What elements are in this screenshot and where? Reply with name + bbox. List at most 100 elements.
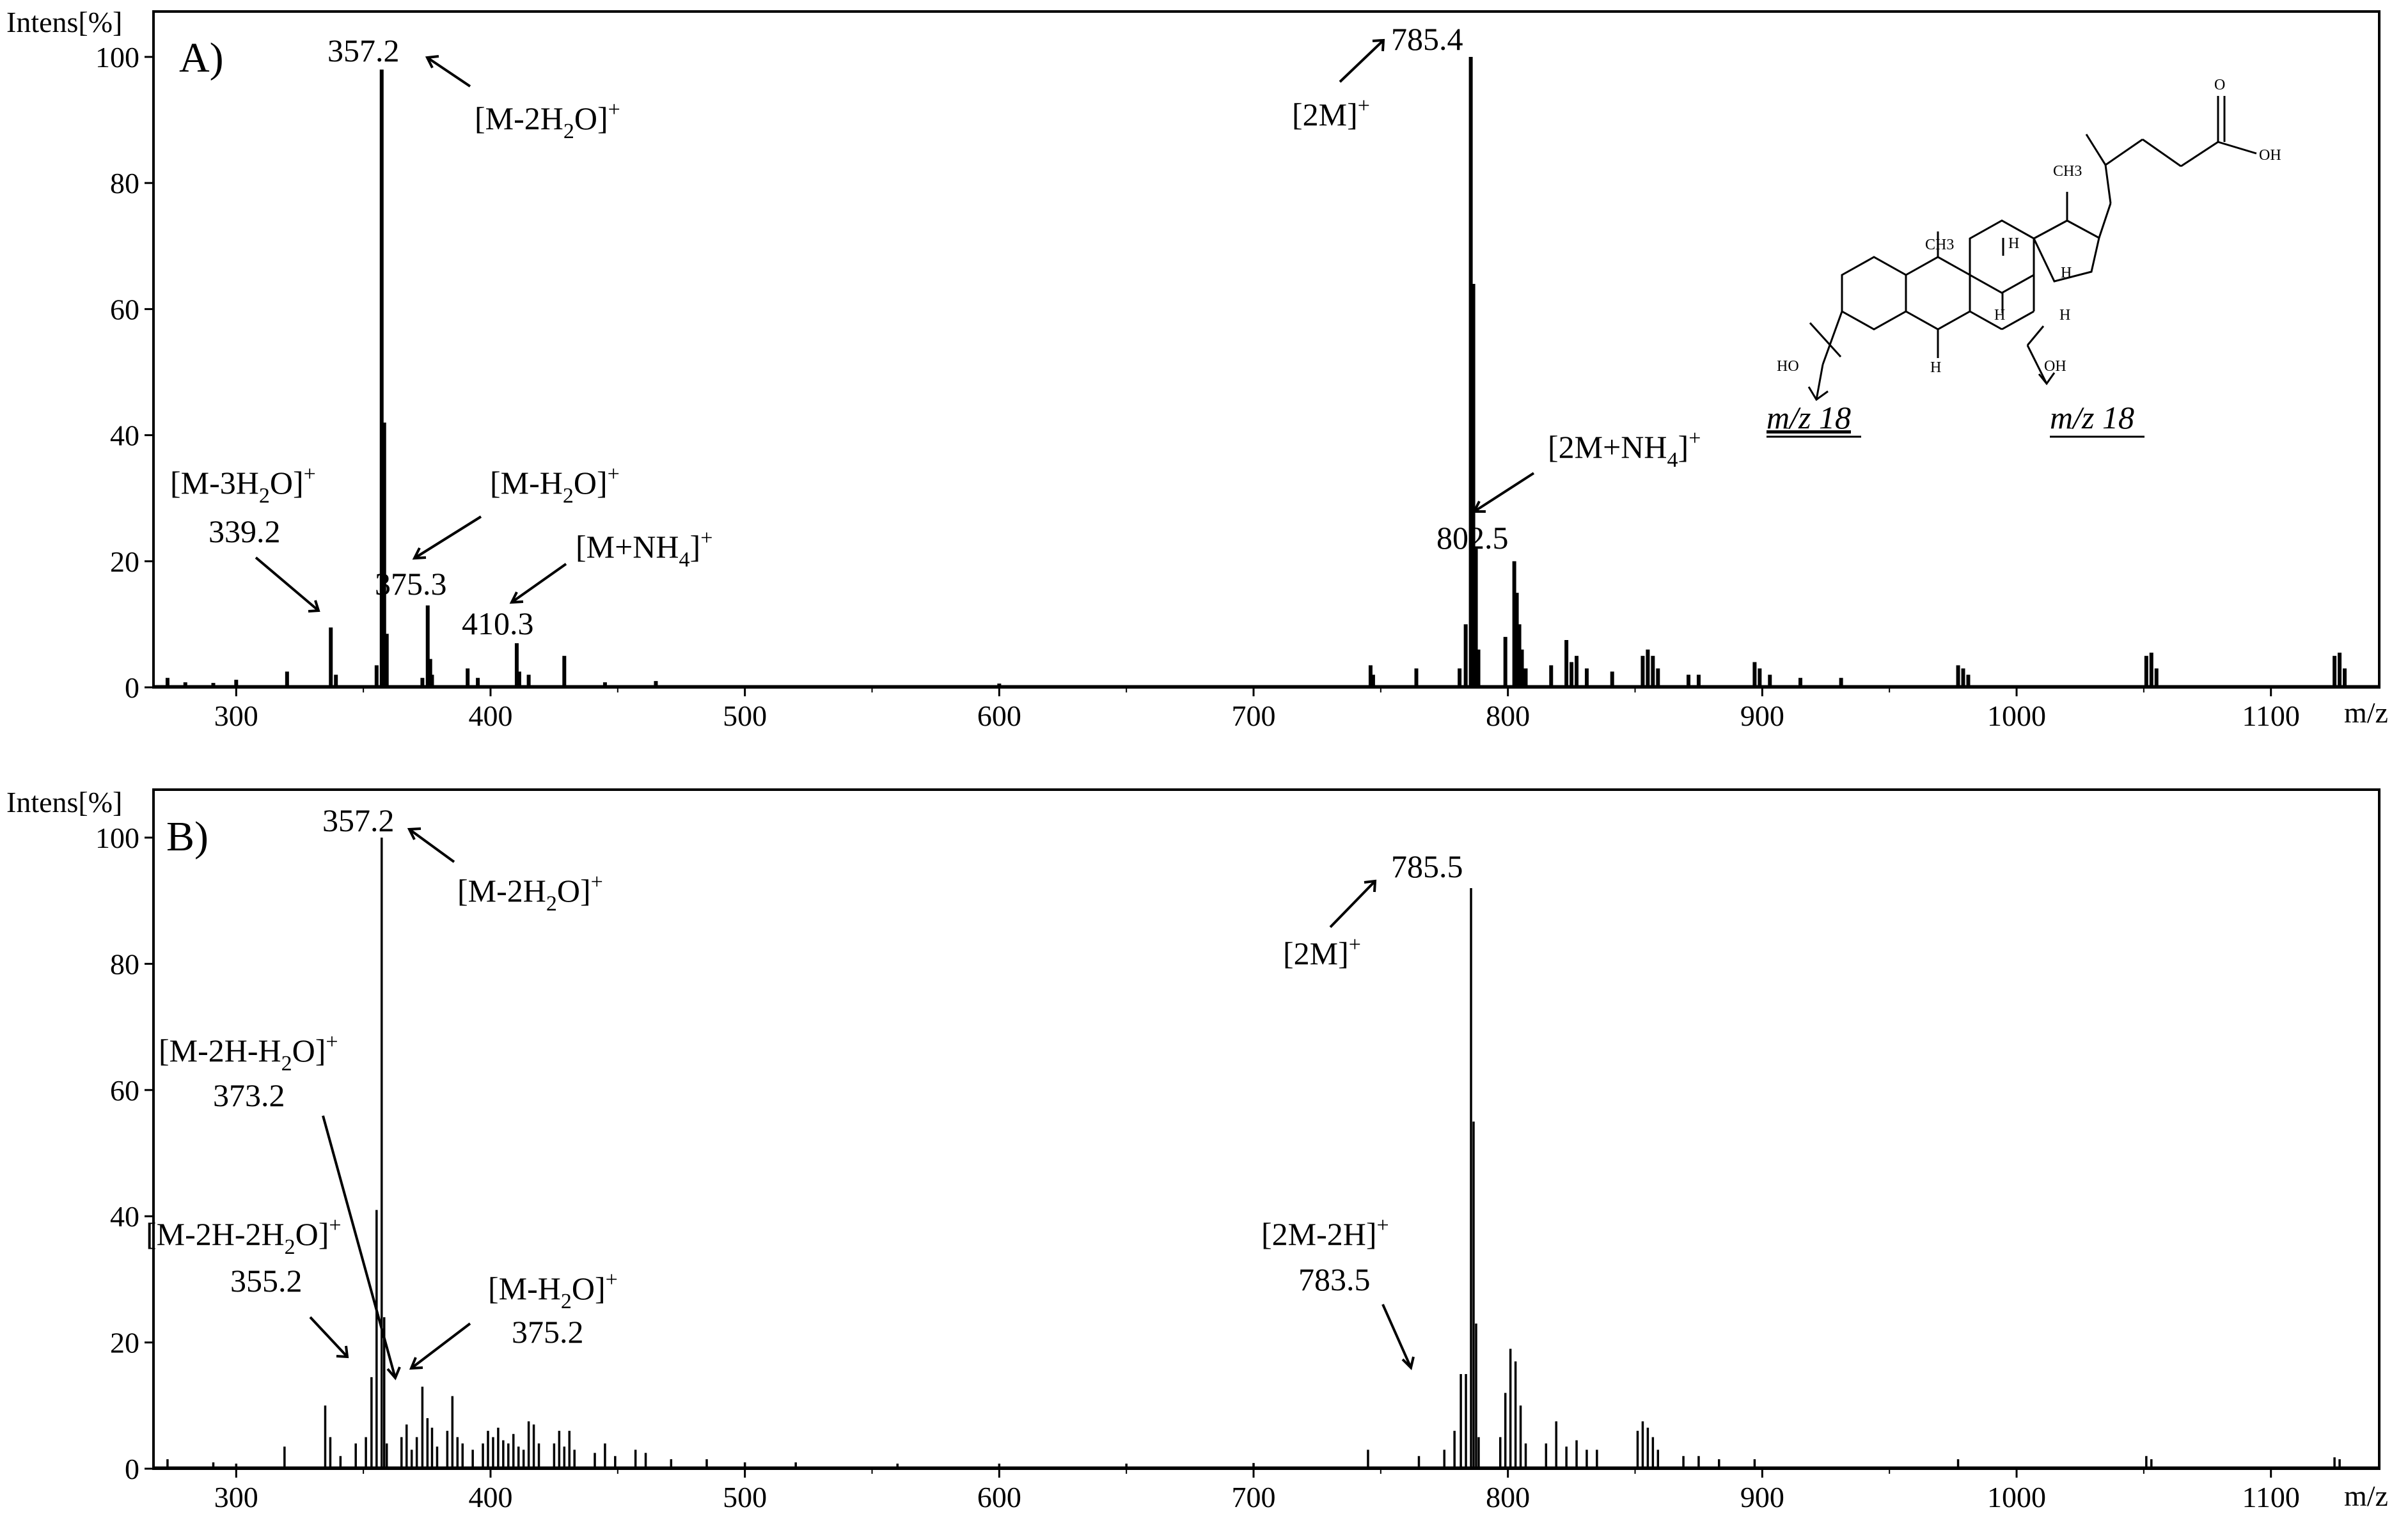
- panel-b-peak-label: 357.2: [322, 802, 395, 838]
- panel-b-ion-label: [2M]+: [1283, 933, 1361, 971]
- panel-a-x-tick-label: 1000: [1987, 699, 2046, 732]
- panel-a-ion-label: [2M+NH4]+: [1548, 426, 1701, 472]
- structure-atom-label: H: [1930, 359, 1941, 376]
- panel-b-x-tick-label: 800: [1486, 1481, 1530, 1513]
- panel-b-x-tick-label: 400: [468, 1481, 512, 1513]
- panel-a-x-tick-label: 500: [723, 699, 767, 732]
- panel-a-ion-label: [M-2H2O]+: [475, 98, 620, 143]
- panel-b-ion-label: [M-H2O]+: [488, 1268, 618, 1313]
- panel-a-x-tick-label: 700: [1232, 699, 1276, 732]
- fragment-label: m/z 18: [2050, 400, 2134, 435]
- panel-b-peak-label: 355.2: [230, 1263, 303, 1299]
- panel-a-xlabel: m/z: [2344, 696, 2388, 729]
- structure-atom-label: O: [2214, 77, 2225, 93]
- panel-a-x-tick-label: 800: [1486, 699, 1530, 732]
- panel-a-ion-label: [M+NH4]+: [576, 526, 712, 572]
- fragment-label: m/z 18: [1767, 400, 1851, 435]
- panel-a-x-tick-label: 300: [214, 699, 258, 732]
- panel-a-y-tick-label: 40: [110, 419, 139, 452]
- structure-labels: CH3 CH3 H H H H H HO OH O OH: [1777, 77, 2281, 376]
- panel-a-peaks: [165, 57, 2347, 687]
- arrow-2m-nh4-a: [1472, 472, 1535, 513]
- panel-b-peak-label: 373.2: [213, 1077, 285, 1113]
- arrow-m-2h-2h2o-b: [309, 1316, 349, 1359]
- arrow-m-2h2o-a: [425, 55, 471, 88]
- panel-b-frame: [152, 788, 2380, 1470]
- panel-a: 300 400 500 600 700 800 900 1000 1100 0 20 40 60 80 10…: [6, 6, 2388, 732]
- panel-b-x-tick-label: 900: [1740, 1481, 1784, 1513]
- structure-atom-label: HO: [1777, 358, 1799, 375]
- panel-b-ion-label: [2M-2H]+: [1261, 1214, 1389, 1252]
- structure-atom-label: H: [2008, 235, 2019, 252]
- panel-b: 300 400 500 600 700 800 900 1000 1100 0 20 40 60 80 10…: [6, 786, 2388, 1513]
- structure-atom-label: H: [2059, 307, 2070, 324]
- panel-b-y-tick-label: 60: [110, 1074, 139, 1107]
- panel-b-annotation-arrows: [309, 827, 1415, 1380]
- panel-b-x-tick-label: 1000: [1987, 1481, 2046, 1513]
- panel-a-peak-label: 802.5: [1436, 520, 1509, 556]
- arrow-m-h2o-a: [412, 515, 482, 560]
- panel-a-ylabel: Intens[%]: [6, 6, 122, 38]
- panel-a-peak-label: 339.2: [209, 513, 281, 549]
- panel-b-y-tick-label: 20: [110, 1327, 139, 1359]
- ring-d: [2033, 219, 2100, 283]
- panel-b-y-tick-label: 40: [110, 1200, 139, 1233]
- panel-b-x-tick-label: 500: [723, 1481, 767, 1513]
- panel-b-x-tick-label: 700: [1232, 1481, 1276, 1513]
- arrow-m-2h-h2o-b: [322, 1115, 401, 1380]
- arrow-m-nh4-a: [509, 563, 567, 604]
- panel-b-ion-label: [M-2H-2H2O]+: [146, 1214, 342, 1259]
- panel-b-y-tick-label: 0: [125, 1453, 139, 1485]
- ring-c: [1969, 219, 2035, 294]
- panel-a-label: A): [179, 35, 224, 81]
- panel-a-peak-label: 357.2: [327, 33, 400, 68]
- panel-b-ion-label: [M-2H2O]+: [457, 870, 603, 916]
- panel-a-peak-label: 375.3: [375, 566, 447, 602]
- structure-atom-label: OH: [2259, 147, 2281, 164]
- panel-a-y-tick-label: 80: [110, 167, 139, 199]
- panel-a-x-tick-label: 600: [977, 699, 1021, 732]
- panel-b-label: B): [166, 813, 209, 860]
- structure-atom-label: H: [2061, 265, 2072, 281]
- panel-b-xlabel: m/z: [2344, 1480, 2388, 1512]
- panel-a-ion-label: [M-3H2O]+: [170, 462, 316, 508]
- arrow-m-h2o-b: [409, 1322, 471, 1370]
- structure-atom-label: OH: [2044, 358, 2066, 375]
- structure-atom-label: CH3: [2053, 163, 2082, 180]
- panel-a-annotation-arrows: [255, 38, 1535, 613]
- ring-b: [1905, 256, 1971, 331]
- arrow-m-2h2o-b: [407, 827, 455, 863]
- panel-a-y-tick-label: 0: [125, 671, 139, 704]
- panel-b-y-tick-label: 100: [95, 822, 139, 854]
- chemical-structure: [1807, 96, 2257, 402]
- panel-a-x-tick-label: 900: [1740, 699, 1784, 732]
- panel-b-peak-label: 783.5: [1298, 1262, 1371, 1297]
- panel-b-peak-label: 375.2: [512, 1314, 584, 1350]
- panel-a-peak-label: 410.3: [462, 606, 534, 641]
- panel-b-ion-label: [M-2H-H2O]+: [159, 1030, 338, 1075]
- panel-a-peak-label: 785.4: [1391, 21, 1463, 57]
- ring-a: [1841, 256, 1907, 331]
- panel-a-y-tick-label: 20: [110, 545, 139, 578]
- panel-a-ion-label: [2M]+: [1292, 94, 1370, 132]
- panel-b-peaks: [166, 838, 2341, 1469]
- panel-a-x-tick-label: 400: [468, 699, 512, 732]
- panel-a-ticks: 300 400 500 600 700 800 900 1000 1100 0 20 40 60 80 10…: [95, 41, 2379, 732]
- panel-b-x-tick-label: 600: [977, 1481, 1021, 1513]
- structure-atom-label: H: [1994, 307, 2005, 324]
- arrow-2m-a: [1339, 38, 1385, 83]
- panel-b-y-tick-label: 80: [110, 948, 139, 980]
- arrow-2m-b: [1329, 879, 1377, 928]
- panel-b-ylabel: Intens[%]: [6, 786, 122, 818]
- arrow-2m-2h-b: [1381, 1304, 1415, 1370]
- panel-a-x-tick-label: 1100: [2242, 699, 2300, 732]
- panel-a-ion-label: [M-H2O]+: [490, 462, 620, 508]
- panel-a-y-tick-label: 60: [110, 293, 139, 325]
- arrow-m-3h2o-a: [255, 556, 320, 613]
- panel-b-peak-label: 785.5: [1391, 848, 1463, 884]
- panel-b-ticks: 300 400 500 600 700 800 900 1000 1100 0 20 40 60 80 10…: [95, 822, 2379, 1513]
- panel-b-x-tick-label: 1100: [2242, 1481, 2300, 1513]
- panel-a-y-tick-label: 100: [95, 41, 139, 74]
- structure-atom-label: CH3: [1925, 237, 1954, 253]
